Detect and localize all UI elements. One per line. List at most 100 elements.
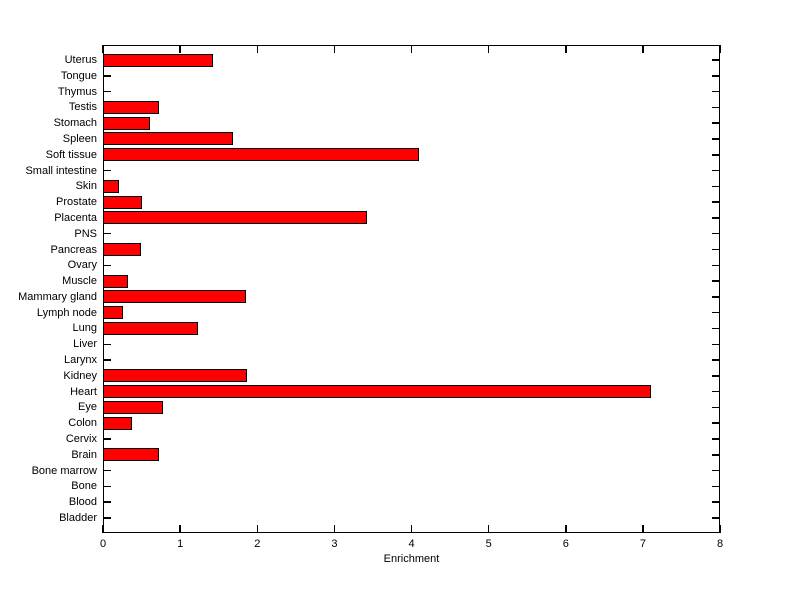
y-tick-label-pns: PNS: [74, 227, 97, 240]
y-tick-left-cervix: [103, 438, 111, 440]
y-tick-label-uterus: Uterus: [64, 54, 97, 66]
x-tick-label-5: 5: [485, 538, 492, 550]
y-tick-label-testis: Testis: [68, 101, 97, 114]
y-tick-label-colon: Colon: [68, 417, 97, 430]
x-tick-label-4: 4: [408, 538, 415, 550]
y-tick-right-spleen: [712, 138, 720, 140]
y-tick-right-tongue: [712, 75, 720, 77]
y-tick-label-ovary: Ovary: [67, 259, 97, 272]
y-tick-label-heart: Heart: [70, 385, 97, 398]
y-tick-right-uterus: [712, 59, 720, 61]
y-tick-label-stomach: Stomach: [53, 117, 97, 130]
y-tick-right-colon: [712, 422, 720, 424]
x-tick-top-7: [642, 45, 644, 53]
x-tick-label-6: 6: [562, 538, 569, 550]
x-tick-label-7: 7: [639, 538, 646, 550]
y-tick-label-cervix: Cervix: [65, 433, 97, 446]
y-tick-left-tongue: [103, 75, 111, 77]
y-tick-right-kidney: [712, 375, 720, 377]
bar-colon: [103, 416, 132, 430]
x-tick-bottom-3: [333, 525, 336, 533]
bar-testis: [103, 100, 159, 114]
y-tick-label-kidney: Kidney: [63, 369, 97, 382]
x-tick-label-0: 0: [99, 538, 107, 550]
x-tick-top-2: [256, 45, 258, 53]
bar-prostate: [103, 195, 142, 209]
y-tick-right-pns: [712, 232, 720, 235]
y-tick-label-bladder: Bladder: [59, 512, 97, 524]
y-tick-label-soft-tissue: Soft tissue: [45, 148, 97, 161]
y-tick-left-ovary: [103, 264, 111, 267]
x-tick-bottom-1: [179, 525, 181, 533]
y-tick-right-lymph-node: [712, 311, 720, 314]
y-tick-right-blood: [712, 501, 720, 503]
y-tick-left-bladder: [103, 517, 111, 519]
y-tick-right-soft-tissue: [712, 154, 720, 156]
y-tick-right-small-intestine: [712, 169, 720, 172]
bar-kidney: [103, 369, 248, 383]
y-tick-right-larynx: [712, 359, 720, 361]
x-tick-bottom-5: [487, 525, 490, 533]
y-tick-right-prostate: [712, 201, 720, 203]
y-tick-label-brain: Brain: [71, 448, 97, 461]
x-tick-bottom-6: [565, 525, 567, 533]
bar-skin: [103, 179, 120, 193]
y-tick-right-mammary-gland: [712, 296, 720, 298]
y-tick-right-heart: [712, 390, 720, 393]
bar-placenta: [103, 211, 367, 225]
y-tick-left-pns: [103, 232, 111, 235]
y-tick-right-thymus: [712, 90, 720, 93]
y-tick-left-bone: [103, 485, 111, 488]
y-tick-label-placenta: Placenta: [54, 211, 97, 224]
bar-eye: [103, 400, 164, 414]
y-tick-right-eye: [712, 406, 720, 409]
bar-pancreas: [103, 243, 141, 257]
y-tick-left-larynx: [103, 359, 111, 361]
bar-uterus: [103, 53, 213, 67]
y-tick-right-brain: [712, 454, 720, 456]
x-tick-top-5: [487, 45, 490, 53]
x-tick-bottom-0: [102, 525, 104, 533]
x-tick-bottom-2: [256, 525, 258, 533]
y-tick-right-pancreas: [712, 248, 720, 251]
bar-mammary-gland: [103, 290, 246, 304]
bar-spleen: [103, 132, 233, 146]
x-tick-bottom-8: [719, 525, 721, 533]
y-tick-label-spleen: Spleen: [62, 132, 97, 145]
y-tick-label-prostate: Prostate: [56, 196, 97, 209]
y-tick-label-small-intestine: Small intestine: [25, 164, 97, 177]
x-tick-top-4: [410, 45, 413, 53]
y-tick-label-bone: Bone: [71, 480, 97, 493]
y-tick-label-thymus: Thymus: [57, 85, 97, 98]
y-tick-right-bone-marrow: [712, 469, 720, 472]
y-tick-right-lung: [712, 327, 720, 330]
y-tick-label-blood: Blood: [68, 496, 97, 509]
x-tick-top-0: [102, 45, 104, 53]
y-tick-label-tongue: Tongue: [60, 69, 97, 82]
x-tick-label-3: 3: [331, 538, 338, 550]
y-tick-label-skin: Skin: [75, 180, 97, 193]
y-tick-label-mammary-gland: Mammary gland: [18, 290, 97, 303]
x-tick-top-6: [565, 45, 567, 53]
x-tick-top-8: [719, 45, 721, 53]
y-tick-right-bladder: [712, 517, 720, 519]
x-tick-label-1: 1: [177, 538, 184, 550]
bar-lymph-node: [103, 306, 124, 320]
y-tick-left-small-intestine: [103, 169, 111, 172]
x-tick-top-3: [333, 45, 336, 53]
x-tick-bottom-4: [410, 525, 413, 533]
y-tick-left-thymus: [103, 90, 111, 93]
y-tick-left-bone-marrow: [103, 469, 111, 472]
y-tick-right-skin: [712, 185, 720, 188]
y-tick-right-bone: [712, 485, 720, 488]
y-tick-right-testis: [712, 106, 720, 109]
y-tick-right-muscle: [712, 280, 720, 282]
x-tick-label-2: 2: [254, 538, 261, 550]
plot-area: [103, 45, 720, 533]
y-tick-right-placenta: [712, 217, 720, 219]
y-tick-right-cervix: [712, 438, 720, 440]
bar-lung: [103, 321, 198, 335]
y-tick-right-ovary: [712, 264, 720, 267]
y-tick-right-stomach: [712, 122, 720, 124]
